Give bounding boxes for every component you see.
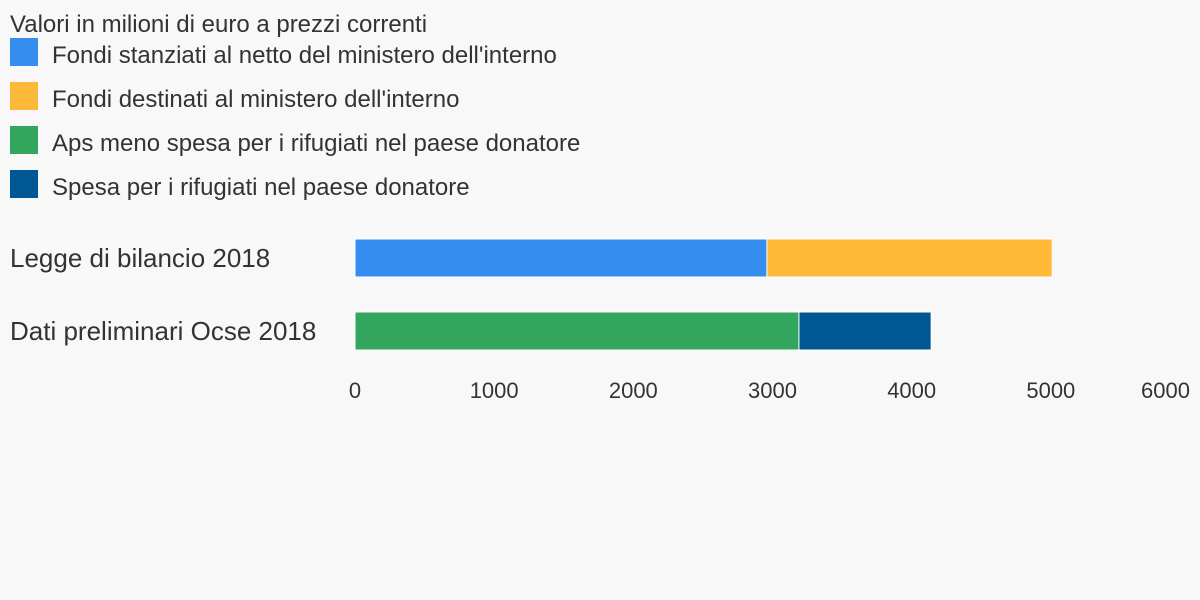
bar-segment	[766, 238, 1053, 278]
bar-segment	[354, 311, 800, 351]
x-tick-label: 3000	[748, 378, 797, 403]
x-tick-label: 2000	[609, 378, 658, 403]
legend-label: Fondi stanziati al netto del ministero d…	[52, 42, 557, 69]
legend-label: Fondi destinati al ministero dell'intern…	[52, 86, 459, 113]
x-tick-label: 4000	[887, 378, 936, 403]
legend-swatch	[10, 82, 38, 110]
category-label: Legge di bilancio 2018	[10, 243, 270, 273]
legend-label: Aps meno spesa per i rifugiati nel paese…	[52, 130, 580, 157]
bar-segment	[354, 238, 768, 278]
legend-label: Spesa per i rifugiati nel paese donatore	[52, 174, 470, 201]
chart-title: Valori in milioni di euro a prezzi corre…	[10, 11, 427, 38]
x-tick-label: 5000	[1026, 378, 1075, 403]
legend-swatch	[10, 38, 38, 66]
bar-segment	[798, 311, 932, 351]
category-labels: Legge di bilancio 2018 Dati preliminari O…	[10, 243, 316, 346]
x-tick-label: 0	[349, 378, 361, 403]
x-tick-label: 6000	[1141, 378, 1190, 403]
x-tick-label: 1000	[470, 378, 519, 403]
legend: Fondi stanziati al netto del ministero d…	[10, 38, 580, 201]
category-label: Dati preliminari Ocse 2018	[10, 316, 316, 346]
bars	[354, 238, 1053, 351]
x-axis: 0 1000 2000 3000 4000 5000 6000	[349, 378, 1190, 403]
legend-swatch	[10, 170, 38, 198]
legend-swatch	[10, 126, 38, 154]
